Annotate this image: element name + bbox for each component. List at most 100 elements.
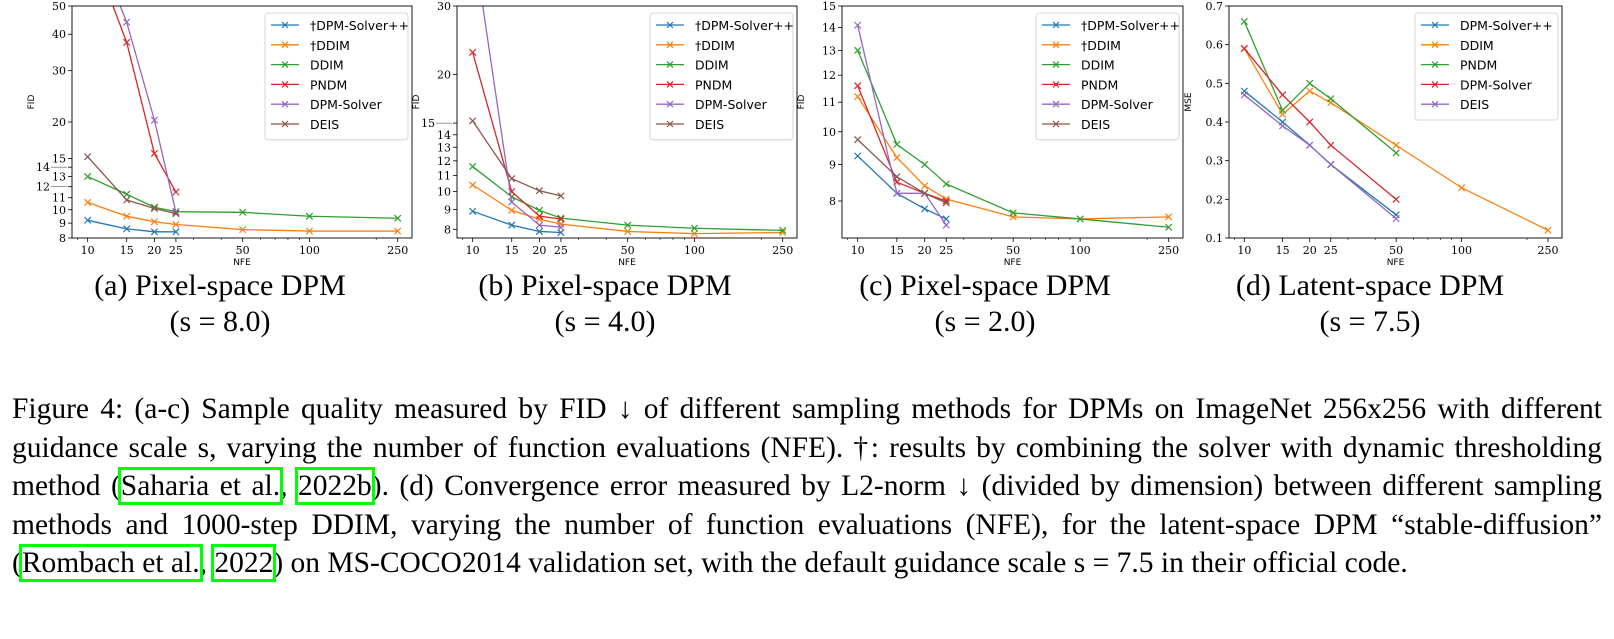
y-tick-label: 13 (437, 141, 451, 154)
y-tick-label: 0.2 (1206, 193, 1224, 206)
data-point-marker (535, 187, 544, 195)
data-point-marker (469, 207, 477, 215)
data-point-marker (854, 92, 862, 101)
x-axis-label: NFE (618, 258, 636, 265)
data-point-marker (1278, 91, 1287, 99)
data-point-marker (942, 180, 950, 188)
legend-label: DDIM (1460, 38, 1494, 53)
y-tick-label: 50 (52, 0, 66, 13)
chart-b: 10 15 20 25 50 100 250891011121314152030NFEFID… (412, 0, 798, 265)
y-tick-label: 13 (52, 171, 66, 184)
y-tick-label: 11 (52, 192, 66, 205)
legend-marker (1431, 21, 1439, 29)
legend-label: DDIM (1081, 58, 1115, 73)
data-point-marker (469, 117, 477, 125)
data-point-marker (535, 206, 544, 214)
legend-box (649, 12, 794, 141)
x-tick-label: 100 (1451, 244, 1472, 257)
x-tick-label: 100 (684, 244, 705, 257)
series-dpmsolver (1240, 44, 1400, 203)
data-point-marker (1306, 79, 1314, 87)
data-point-marker (1278, 106, 1287, 115)
series-line (1243, 94, 1397, 220)
series-line (857, 139, 947, 204)
series-ddim (84, 198, 402, 235)
caption-text: ). (d) Convergence error measured by L2-… (12, 470, 1603, 579)
series-deis (854, 135, 950, 207)
x-tick-label: 25 (1324, 244, 1338, 257)
legend-box (1035, 12, 1180, 141)
data-point-marker (1306, 141, 1314, 149)
data-point-marker (84, 198, 92, 206)
legend-label: DPM-Solver (1460, 77, 1533, 92)
data-point-marker (172, 209, 180, 218)
series-line (857, 155, 947, 220)
data-point-marker (690, 224, 699, 232)
legend-label: DPM-Solver++ (1460, 18, 1553, 33)
y-tick-label: 9 (444, 203, 451, 216)
subcaption-c: (c) Pixel-space DPM (s = 2.0) (815, 268, 1155, 340)
series-dpmsolver (119, 6, 180, 216)
subcaption-title: (c) Pixel-space DPM (859, 269, 1111, 302)
series-ddim (854, 46, 1173, 231)
data-point-marker (1392, 149, 1400, 157)
data-point-marker (123, 18, 131, 26)
legend-label: DEIS (1081, 117, 1110, 132)
figure-caption: Figure 4: (a-c) Sample quality measured … (12, 390, 1602, 583)
series-line (1243, 90, 1397, 216)
x-tick-label: 50 (1389, 244, 1403, 257)
legend-label: DDIM (310, 58, 344, 73)
legend-label: DPM-Solver (695, 97, 768, 112)
y-tick-label: 11 (437, 170, 451, 183)
y-tick-label: 0.4 (1206, 116, 1224, 129)
x-tick-label: 20 (532, 244, 546, 257)
y-tick-label: 8 (59, 232, 66, 245)
data-point-marker (1278, 122, 1287, 130)
legend-label: †DPM-Solver++ (1081, 18, 1180, 33)
y-tick-label: 0.6 (1206, 39, 1224, 52)
series-ddim (84, 172, 402, 222)
subcaption-d: (d) Latent-space DPM (s = 7.5) (1200, 268, 1540, 340)
data-point-marker (921, 160, 929, 169)
data-point-marker (1392, 215, 1400, 223)
series-line (87, 219, 176, 233)
citation-link-saharia[interactable]: Saharia et al. (117, 467, 284, 505)
subcaption-scale: (s = 7.5) (1319, 305, 1421, 338)
legend-label: DPM-Solver (1081, 97, 1154, 112)
data-point-marker (123, 190, 131, 198)
legend-label: †DDIM (310, 38, 350, 53)
legend-marker (281, 80, 289, 88)
citation-link-rombach[interactable]: Rombach et al. (18, 544, 203, 582)
x-tick-label: 25 (169, 244, 183, 257)
legend-label: DPM-Solver (310, 97, 383, 112)
x-tick-label: 50 (621, 244, 635, 257)
data-point-marker (942, 199, 950, 207)
data-point-marker (172, 208, 180, 216)
caption-text: ) on MS-COCO2014 validation set, with th… (273, 547, 1408, 579)
series-line (1243, 48, 1397, 200)
x-tick-label: 250 (772, 244, 793, 257)
legend: DPM-Solver++ DDIM PNDM DPM-Solver DEIS (1414, 12, 1559, 121)
data-point-marker (508, 206, 516, 214)
data-point-marker (508, 193, 516, 201)
data-point-marker (893, 154, 901, 162)
y-axis-label: FID (27, 95, 37, 110)
legend-marker (1052, 100, 1060, 108)
y-axis-label: FID (797, 95, 807, 110)
data-point-marker (624, 227, 632, 236)
y-tick-label: 14 (822, 21, 836, 34)
legend-marker (1052, 21, 1060, 29)
citation-link-rombach-year[interactable]: 2022 (211, 544, 277, 582)
x-tick-label: 20 (918, 244, 932, 257)
figure-charts: 10 15 20 25 50 100 2508910111213141520304050NF… (27, 0, 1563, 265)
y-tick-label: 15 (822, 0, 836, 13)
citation-link-saharia-year[interactable]: 2022b (295, 467, 375, 505)
data-point-marker (535, 212, 544, 220)
data-point-marker (557, 192, 565, 200)
chart-a: 10 15 20 25 50 100 2508910111213141520304050NF… (27, 0, 413, 265)
legend-marker (281, 41, 289, 49)
y-tick-label: 10 (822, 126, 836, 139)
data-point-marker (535, 221, 544, 229)
series-line (482, 6, 561, 228)
series-deis (469, 117, 565, 200)
